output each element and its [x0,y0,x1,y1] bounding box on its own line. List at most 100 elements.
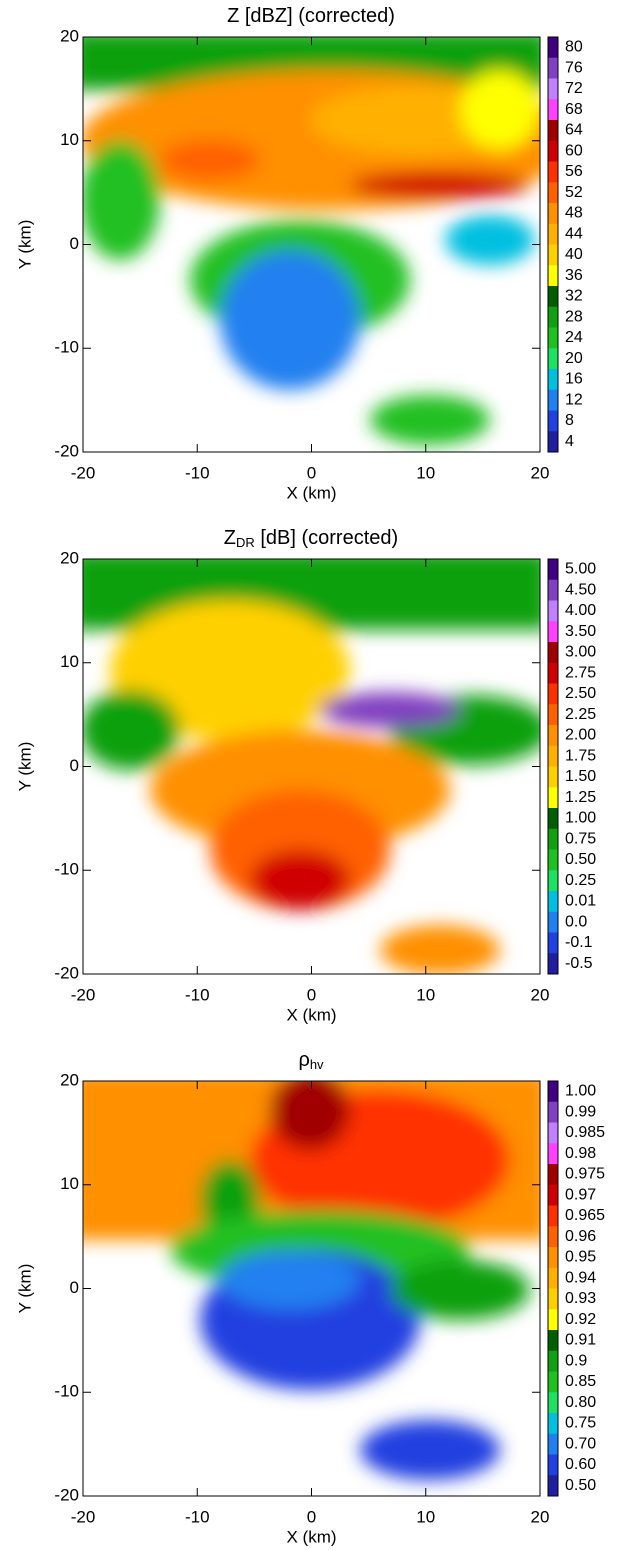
colorbar-swatch [548,306,558,328]
colorbar-label: 0.975 [565,1166,605,1183]
y-tick-label: 20 [60,1070,79,1089]
colorbar-label: 5.00 [565,561,596,578]
colorbar-swatch [548,244,558,266]
colorbar-label: 0.97 [565,1186,596,1203]
colorbar-label: 2.00 [565,727,596,744]
colorbar-swatch [548,662,558,684]
chart-title: Z [dBZ] (corrected) [227,5,395,27]
x-tick-label: 10 [416,985,435,1004]
colorbar-swatch [548,1288,558,1310]
colorbar-swatch [548,78,558,100]
colorbar-label: 32 [565,288,583,305]
title-text: ρ [298,1049,309,1071]
colorbar-label: 0.92 [565,1311,596,1328]
x-axis-label: X (km) [286,1527,336,1546]
y-tick-label: 0 [70,756,79,775]
x-tick-label: 20 [531,463,550,482]
colorbar-swatch [548,849,558,871]
colorbar-label: 0.9 [565,1352,587,1369]
x-tick-label: 10 [416,463,435,482]
y-tick-label: 10 [60,130,79,149]
colorbar-label: 0.50 [565,1477,596,1494]
y-tick-label: 10 [60,652,79,671]
colorbar-swatch [548,808,558,830]
chart-title: ZDR [dB] (corrected) [224,527,398,550]
y-tick-label: 20 [60,548,79,567]
title-subscript: DR [236,535,255,550]
colorbar-label: 3.00 [565,644,596,661]
x-axis-label: X (km) [286,1005,336,1024]
colorbar-swatch [548,1226,558,1248]
colorbar-label: 16 [565,371,583,388]
x-tick-label: -10 [185,985,210,1004]
colorbar-swatch [548,120,558,142]
colorbar-label: 4.00 [565,602,596,619]
colorbar-swatch [548,642,558,664]
colorbar-swatch [548,621,558,643]
colorbar-swatch [548,1413,558,1435]
colorbar-label: 48 [565,205,583,222]
colorbar-label: 2.50 [565,685,596,702]
colorbar-label: 56 [565,163,583,180]
y-tick-label: -10 [54,860,79,879]
x-tick-label: 20 [531,1507,550,1526]
colorbar-swatch [548,579,558,601]
y-tick-label: -20 [54,441,79,460]
colorbar-swatch [548,1371,558,1393]
colorbar-label: 0.85 [565,1373,596,1390]
colorbar-label: 64 [565,122,583,139]
chart-title: ρhv [298,1049,324,1072]
colorbar-label: 4 [565,433,574,450]
colorbar-label: 12 [565,391,583,408]
colorbar-swatch [548,1309,558,1331]
title-text: Z [224,527,236,549]
colorbar-swatch [548,953,558,975]
colorbar-swatch [548,223,558,245]
colorbar-swatch [548,766,558,788]
y-tick-label: 0 [70,1278,79,1297]
colorbar-label: 0.60 [565,1456,596,1473]
x-tick-label: -20 [71,1507,96,1526]
x-tick-label: 0 [307,463,316,482]
radar-field [83,37,540,445]
colorbar-swatch [548,828,558,850]
colorbar-swatch [548,182,558,204]
colorbar-swatch [548,1101,558,1123]
colorbar-swatch [548,600,558,622]
colorbar-label: 4.50 [565,581,596,598]
y-axis-label: Y (km) [15,1264,34,1314]
y-axis-label: Y (km) [15,742,34,792]
colorbar-swatch [548,911,558,933]
colorbar-swatch [548,891,558,913]
colorbar-label: 3.50 [565,623,596,640]
title-text: [dB] (corrected) [255,527,398,549]
colorbar-swatch [548,745,558,767]
colorbar-label: 36 [565,267,583,284]
title-subscript: hv [310,1057,324,1072]
colorbar-label: 1.50 [565,768,596,785]
y-tick-label: -20 [54,1485,79,1504]
colorbar-label: 0.94 [565,1269,596,1286]
colorbar-swatch [548,704,558,726]
colorbar-label: 0.0 [565,913,587,930]
radar-field [83,1081,540,1480]
colorbar-label: 0.75 [565,1415,596,1432]
colorbar-label: 0.93 [565,1290,596,1307]
x-tick-label: -10 [185,463,210,482]
y-axis-label: Y (km) [15,220,34,270]
colorbar-label: 8 [565,412,574,429]
x-tick-label: 20 [531,985,550,1004]
x-tick-label: -10 [185,1507,210,1526]
y-tick-label: 10 [60,1174,79,1193]
colorbar-swatch [548,1122,558,1144]
colorbar-swatch [548,1184,558,1206]
colorbar-swatch [548,1350,558,1372]
colorbar-swatch [548,203,558,225]
colorbar-label: 28 [565,308,583,325]
colorbar-swatch [548,932,558,954]
colorbar-label: 0.80 [565,1394,596,1411]
colorbar-swatch [548,1475,558,1497]
colorbar-swatch [548,1205,558,1227]
colorbar-label: 60 [565,142,583,159]
